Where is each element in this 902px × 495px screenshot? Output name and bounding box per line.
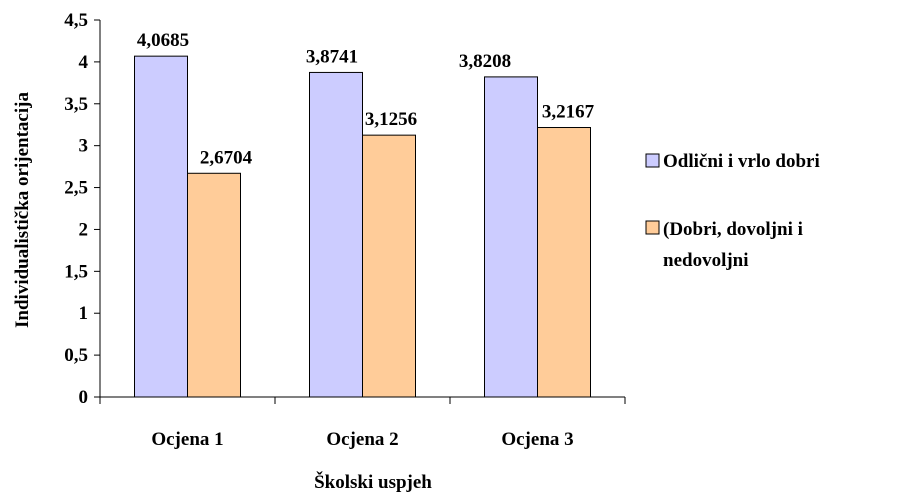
legend: Odlični i vrlo dobri (Dobri, dovoljni i ne… [645,151,820,271]
data-label: 4,0685 [137,30,189,51]
x-category-label: Ocjena 3 [501,429,573,450]
y-tick-label: 1 [79,303,89,324]
bar-series-1 [484,76,538,398]
y-axis-ticks: 0 0,5 1 1,5 2 2,5 3 3,5 4 4,5 [64,10,100,408]
bar-series-2 [537,127,591,398]
y-tick-label: 4,5 [64,10,88,31]
legend-swatch [645,153,660,168]
y-tick-label: 4 [79,52,89,73]
y-tick-label: 2 [79,219,89,240]
data-label: 2,6704 [200,147,253,168]
bar-series-1 [309,71,363,398]
data-label: 3,2167 [542,102,595,123]
legend-label: (Dobri, dovoljni i nedovoljni [663,219,803,271]
y-tick-label: 0,5 [64,345,88,366]
y-tick-label: 3 [79,136,89,157]
data-label: 3,8208 [459,51,511,72]
y-axis-title: Individualistička orijentacija [12,92,33,328]
x-category-label: Ocjena 1 [151,429,223,450]
bar-series-2 [187,172,241,398]
y-tick-label: 0 [79,387,89,408]
bars [134,55,591,398]
y-tick-label: 2,5 [64,178,88,199]
y-tick-label: 1,5 [64,261,88,282]
x-axis-title: Školski uspjeh [314,471,432,493]
data-label: 3,8741 [306,46,358,67]
bar-series-2 [362,134,416,398]
legend-label: Odlični i vrlo dobri [663,151,820,172]
bar-series-1 [134,55,188,398]
data-labels: 4,0685 3,8741 3,8208 2,6704 3,1256 3,2167 [137,30,595,168]
x-axis-categories: Ocjena 1 Ocjena 2 Ocjena 3 [99,397,626,450]
y-tick-label: 3,5 [64,94,88,115]
x-category-label: Ocjena 2 [326,429,398,450]
legend-swatch [645,220,660,235]
data-label: 3,1256 [365,109,417,130]
